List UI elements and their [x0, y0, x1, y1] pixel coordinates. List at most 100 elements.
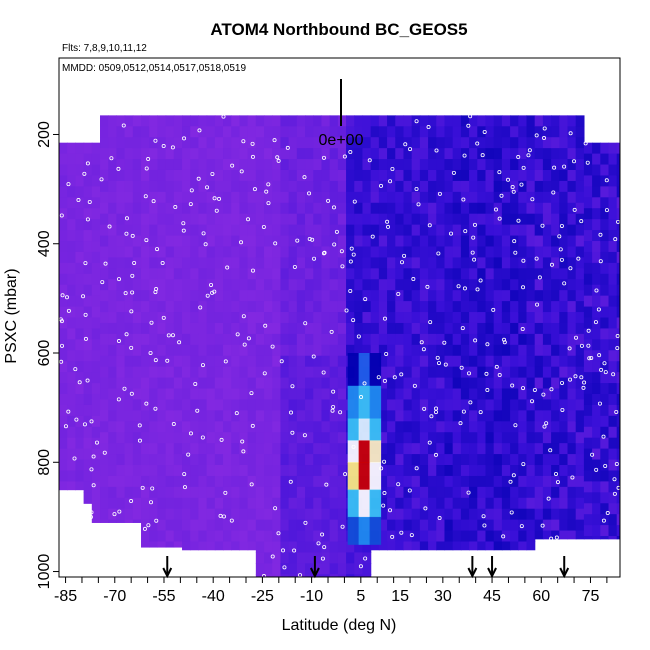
- field-cell: [124, 497, 134, 510]
- field-cell: [362, 574, 372, 577]
- field-cell: [67, 295, 77, 308]
- field-cell: [272, 541, 282, 554]
- sample-point: [351, 318, 356, 323]
- field-cell: [583, 393, 593, 406]
- field-cell: [370, 213, 380, 226]
- field-cell: [116, 421, 126, 433]
- field-cell: [518, 344, 528, 357]
- field-cell: [149, 355, 159, 368]
- sample-point: [384, 351, 389, 356]
- field-cell: [616, 383, 620, 395]
- sample-point: [289, 410, 294, 415]
- x-tick-label: 45: [483, 588, 501, 605]
- sample-point: [601, 518, 606, 523]
- sample-point: [307, 237, 312, 242]
- field-cell: [436, 115, 446, 127]
- field-cell: [510, 257, 519, 269]
- field-cell: [534, 344, 544, 357]
- field-cell: [100, 443, 109, 455]
- field-cell: [403, 508, 413, 521]
- sample-point: [219, 437, 224, 442]
- field-cell: [559, 224, 569, 237]
- field-cell: [59, 219, 68, 231]
- field-cell: [313, 421, 323, 433]
- field-cell: [108, 213, 118, 226]
- field-cell: [124, 115, 134, 127]
- field-cell: [157, 497, 167, 510]
- field-cell: [206, 465, 216, 477]
- field-cell: [313, 530, 323, 543]
- field-cell: [526, 530, 536, 543]
- field-cell: [403, 322, 413, 335]
- field-cell: [190, 399, 200, 411]
- field-cell: [592, 197, 601, 209]
- field-cell: [321, 519, 331, 532]
- sample-point: [456, 284, 461, 289]
- field-cell: [280, 213, 290, 226]
- field-cell: [141, 159, 150, 171]
- field-cell: [108, 246, 118, 259]
- field-cell: [501, 399, 511, 411]
- sample-point: [604, 178, 609, 183]
- field-cell: [231, 126, 241, 138]
- field-cell: [100, 290, 109, 302]
- field-cell: [149, 541, 159, 548]
- field-cell: [313, 235, 323, 248]
- field-cell: [616, 251, 620, 264]
- field-cell: [313, 399, 323, 411]
- field-cell: [428, 224, 437, 237]
- field-cell: [247, 530, 257, 543]
- sample-point: [537, 275, 542, 280]
- field-cell: [239, 519, 249, 532]
- field-cell: [370, 268, 380, 280]
- field-cell: [124, 279, 134, 291]
- field-cell: [272, 366, 282, 379]
- field-cell: [255, 137, 265, 149]
- field-cell: [452, 333, 462, 346]
- field-cell: [608, 503, 618, 515]
- field-cell: [272, 465, 282, 477]
- field-cell: [296, 366, 306, 379]
- field-cell: [223, 126, 232, 138]
- field-cell: [255, 333, 265, 346]
- field-cell: [477, 268, 487, 280]
- field-cell: [395, 279, 405, 291]
- field-cell: [616, 459, 620, 472]
- field-cell: [264, 301, 273, 313]
- field-cell: [198, 399, 208, 411]
- field-cell: [198, 191, 208, 204]
- field-cell: [337, 159, 347, 171]
- field-cell: [239, 159, 249, 171]
- field-cell: [173, 115, 183, 127]
- field-cell: [477, 355, 487, 368]
- field-cell: [264, 443, 273, 455]
- sample-point: [399, 372, 404, 377]
- sample-point: [428, 320, 433, 325]
- field-cell: [214, 257, 224, 269]
- field-cell: [551, 508, 560, 521]
- field-cell: [419, 268, 429, 280]
- field-cell: [132, 301, 142, 313]
- field-cell: [419, 541, 429, 551]
- field-cell: [255, 235, 265, 248]
- field-cell: [346, 333, 355, 346]
- field-cell: [116, 290, 126, 302]
- field-cell: [296, 213, 306, 226]
- field-cell: [239, 191, 249, 204]
- sample-point: [544, 421, 549, 426]
- field-cell: [255, 410, 265, 422]
- field-cell: [223, 257, 232, 269]
- field-cell: [542, 279, 552, 291]
- field-cell: [600, 175, 610, 187]
- field-cell: [444, 454, 454, 466]
- field-cell: [600, 404, 610, 417]
- field-cell: [493, 454, 503, 466]
- field-cell: [452, 180, 462, 193]
- field-cell: [173, 257, 183, 269]
- sample-point: [282, 565, 287, 570]
- field-cell: [419, 213, 429, 226]
- field-cell: [239, 333, 249, 346]
- field-cell: [91, 372, 101, 384]
- field-cell: [346, 279, 355, 291]
- field-cell: [321, 465, 331, 477]
